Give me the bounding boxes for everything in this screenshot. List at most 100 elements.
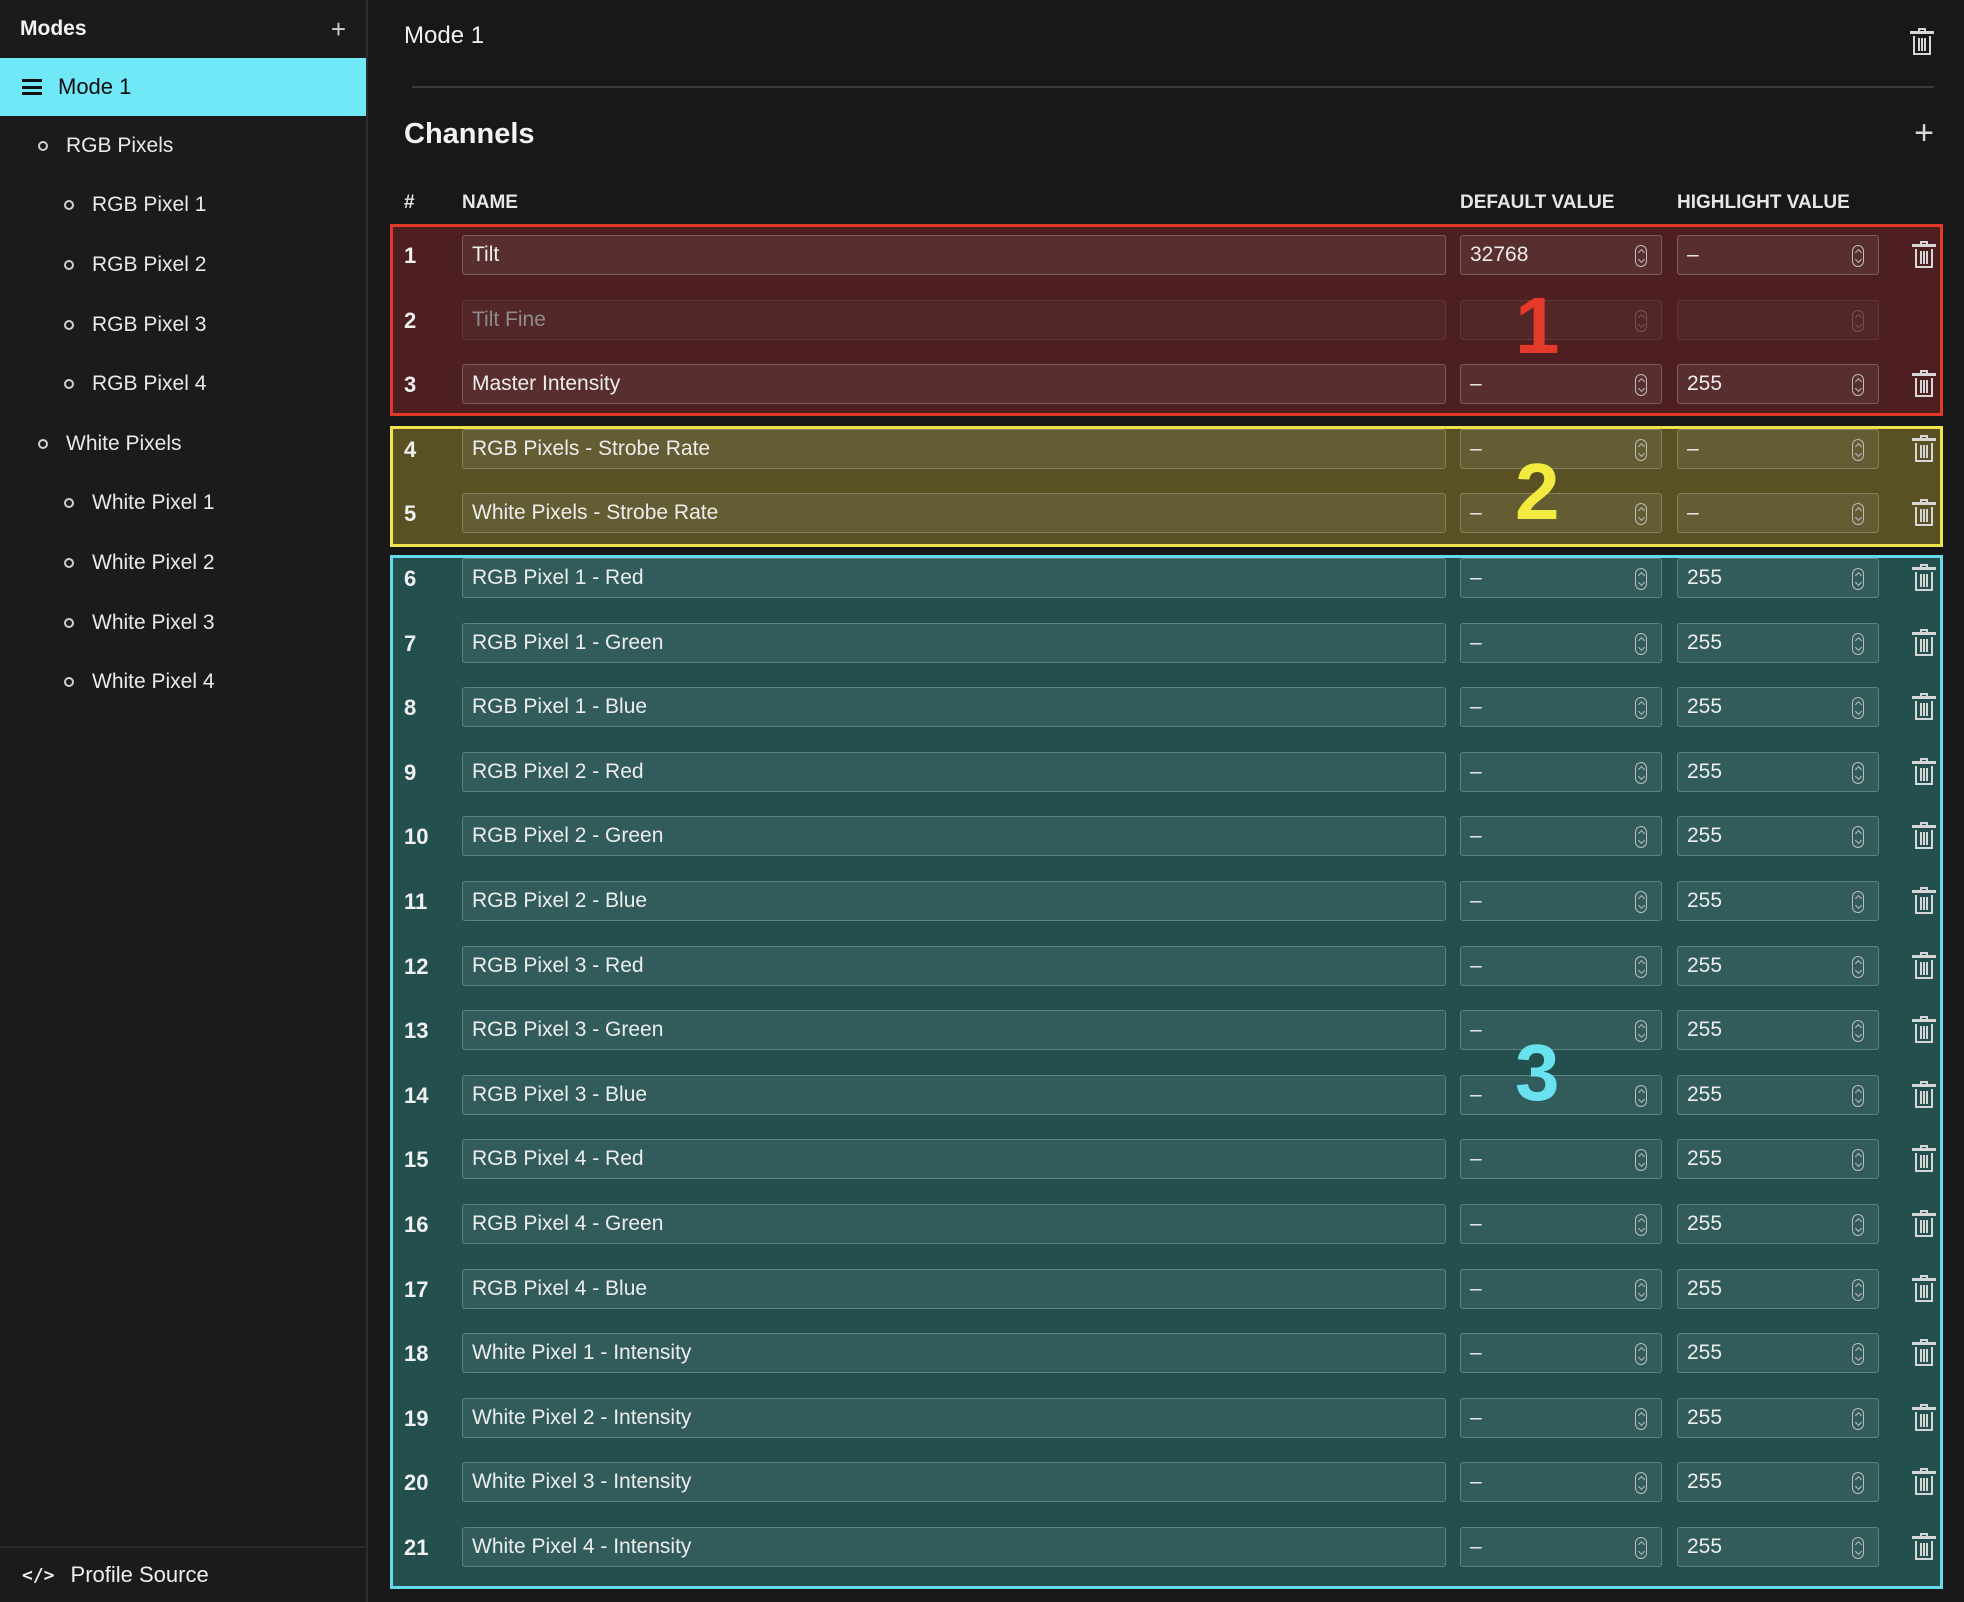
mode-title[interactable]: Mode 1 — [404, 22, 485, 49]
channel-name-input[interactable]: RGB Pixel 1 - Blue — [462, 687, 1446, 728]
channel-name-input[interactable]: RGB Pixel 4 - Blue — [462, 1268, 1446, 1309]
delete-channel-icon[interactable] — [1912, 1210, 1936, 1238]
stepper-icon[interactable] — [1635, 1278, 1647, 1301]
highlight-value-input[interactable]: 255 — [1677, 364, 1879, 405]
delete-channel-icon[interactable] — [1912, 1403, 1936, 1432]
default-value-input[interactable]: – — [1460, 1010, 1662, 1051]
add-mode-button[interactable]: + — [330, 14, 346, 44]
stepper-icon[interactable] — [1635, 1472, 1647, 1495]
delete-channel-icon[interactable] — [1912, 434, 1936, 463]
stepper-icon[interactable] — [1635, 1407, 1647, 1430]
highlight-value-input[interactable]: 255 — [1677, 816, 1879, 857]
delete-channel-icon[interactable] — [1912, 1274, 1936, 1303]
highlight-value-input[interactable] — [1677, 299, 1879, 340]
stepper-icon[interactable] — [1852, 309, 1864, 332]
stepper-icon[interactable] — [1852, 826, 1864, 849]
delete-channel-icon[interactable] — [1912, 499, 1936, 527]
delete-channel-icon[interactable] — [1912, 370, 1936, 398]
highlight-value-input[interactable]: 255 — [1677, 558, 1879, 598]
stepper-icon[interactable] — [1852, 568, 1864, 590]
stepper-icon[interactable] — [1635, 568, 1647, 590]
delete-channel-icon[interactable] — [1912, 1339, 1936, 1367]
default-value-input[interactable]: – — [1460, 622, 1662, 663]
default-value-input[interactable]: – — [1460, 816, 1662, 857]
stepper-icon[interactable] — [1635, 1343, 1647, 1366]
stepper-icon[interactable] — [1635, 1214, 1647, 1236]
highlight-value-input[interactable]: 255 — [1677, 1527, 1879, 1567]
channel-name-input[interactable]: RGB Pixel 1 - Green — [462, 622, 1446, 663]
stepper-icon[interactable] — [1852, 761, 1864, 784]
stepper-icon[interactable] — [1852, 955, 1864, 978]
highlight-value-input[interactable]: 255 — [1677, 945, 1879, 986]
channel-name-input[interactable]: RGB Pixel 4 - Green — [462, 1204, 1446, 1244]
delete-channel-icon[interactable] — [1912, 241, 1936, 269]
channel-name-input[interactable]: Tilt — [462, 235, 1446, 275]
delete-channel-icon[interactable] — [1912, 1016, 1936, 1044]
highlight-value-input[interactable]: 255 — [1677, 881, 1879, 921]
channel-name-input[interactable]: White Pixel 2 - Intensity — [462, 1397, 1446, 1438]
stepper-icon[interactable] — [1635, 826, 1647, 849]
delete-channel-icon[interactable] — [1912, 887, 1936, 915]
stepper-icon[interactable] — [1852, 632, 1864, 655]
stepper-icon[interactable] — [1635, 438, 1647, 461]
sidebar-tree-item[interactable]: RGB Pixels — [0, 116, 366, 176]
highlight-value-input[interactable]: 255 — [1677, 1397, 1879, 1438]
sidebar-tree-item[interactable]: White Pixel 3 — [0, 593, 366, 653]
default-value-input[interactable]: – — [1460, 687, 1662, 728]
channel-name-input[interactable]: RGB Pixel 4 - Red — [462, 1139, 1446, 1180]
delete-mode-button[interactable] — [1910, 28, 1934, 56]
channel-name-input[interactable]: RGB Pixel 1 - Red — [462, 558, 1446, 598]
channel-name-input[interactable]: White Pixel 4 - Intensity — [462, 1527, 1446, 1567]
highlight-value-input[interactable]: 255 — [1677, 1139, 1879, 1180]
default-value-input[interactable]: – — [1460, 1527, 1662, 1567]
channel-name-input[interactable]: White Pixel 1 - Intensity — [462, 1333, 1446, 1374]
stepper-icon[interactable] — [1852, 1343, 1864, 1366]
default-value-input[interactable]: – — [1460, 1204, 1662, 1244]
stepper-icon[interactable] — [1635, 374, 1647, 397]
stepper-icon[interactable] — [1852, 245, 1864, 267]
highlight-value-input[interactable]: 255 — [1677, 1462, 1879, 1503]
highlight-value-input[interactable]: 255 — [1677, 1268, 1879, 1309]
highlight-value-input[interactable]: 255 — [1677, 622, 1879, 663]
channel-name-input[interactable]: RGB Pixel 3 - Blue — [462, 1074, 1446, 1115]
channel-name-input[interactable]: RGB Pixel 2 - Green — [462, 816, 1446, 857]
highlight-value-input[interactable]: 255 — [1677, 1010, 1879, 1051]
profile-source-button[interactable]: </> Profile Source — [0, 1546, 366, 1602]
default-value-input[interactable]: – — [1460, 1139, 1662, 1180]
default-value-input[interactable]: – — [1460, 1268, 1662, 1309]
highlight-value-input[interactable]: – — [1677, 493, 1879, 534]
stepper-icon[interactable] — [1635, 1149, 1647, 1172]
delete-channel-icon[interactable] — [1912, 1468, 1936, 1496]
delete-channel-icon[interactable] — [1912, 1145, 1936, 1173]
channel-name-input[interactable]: RGB Pixel 2 - Red — [462, 751, 1446, 792]
delete-channel-icon[interactable] — [1912, 693, 1936, 721]
stepper-icon[interactable] — [1852, 891, 1864, 913]
default-value-input[interactable]: – — [1460, 1462, 1662, 1503]
channel-name-input[interactable]: RGB Pixel 3 - Green — [462, 1010, 1446, 1051]
sidebar-tree-item[interactable]: White Pixels — [0, 414, 366, 474]
stepper-icon[interactable] — [1635, 309, 1647, 332]
channel-name-input[interactable]: RGB Pixel 2 - Blue — [462, 881, 1446, 921]
channel-name-input[interactable]: White Pixels - Strobe Rate — [462, 493, 1446, 534]
default-value-input[interactable] — [1460, 299, 1662, 340]
default-value-input[interactable]: – — [1460, 945, 1662, 986]
stepper-icon[interactable] — [1635, 632, 1647, 655]
stepper-icon[interactable] — [1852, 1149, 1864, 1172]
sidebar-tree-item[interactable]: White Pixel 4 — [0, 652, 366, 712]
delete-channel-icon[interactable] — [1912, 951, 1936, 980]
stepper-icon[interactable] — [1635, 955, 1647, 978]
stepper-icon[interactable] — [1635, 697, 1647, 720]
stepper-icon[interactable] — [1635, 1020, 1647, 1043]
stepper-icon[interactable] — [1852, 1537, 1864, 1559]
sidebar-item-mode-1[interactable]: Mode 1 — [0, 58, 366, 116]
sidebar-tree-item[interactable]: RGB Pixel 1 — [0, 176, 366, 236]
default-value-input[interactable]: – — [1460, 364, 1662, 405]
sidebar-tree-item[interactable]: White Pixel 2 — [0, 533, 366, 593]
stepper-icon[interactable] — [1635, 1537, 1647, 1559]
default-value-input[interactable]: – — [1460, 428, 1662, 469]
default-value-input[interactable]: – — [1460, 1333, 1662, 1374]
delete-channel-icon[interactable] — [1912, 628, 1936, 657]
stepper-icon[interactable] — [1852, 1020, 1864, 1043]
sidebar-tree-item[interactable]: White Pixel 1 — [0, 474, 366, 534]
stepper-icon[interactable] — [1852, 1407, 1864, 1430]
